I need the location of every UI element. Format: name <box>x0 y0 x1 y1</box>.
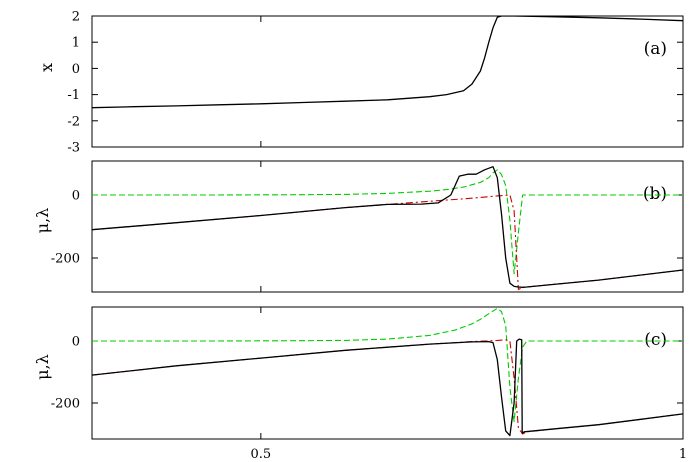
series-line-solid-black <box>92 16 683 109</box>
y-axis-label: μ,λ <box>33 208 52 234</box>
y-tick-label: 0 <box>72 335 80 350</box>
series-line-solid-black <box>92 166 683 288</box>
series-line-dashed-green <box>92 169 683 275</box>
x-tick-label: 0.5 <box>251 447 272 462</box>
y-tick-label: -1 <box>67 88 80 103</box>
y-axis-label: μ,λ <box>33 354 52 380</box>
y-tick-label: 2 <box>72 10 80 25</box>
x-tick-label: 1 <box>679 447 687 462</box>
series-line-solid-black <box>92 338 683 437</box>
series-line-dashdot-red <box>92 339 683 435</box>
panel-c: 0 -200 0.5 1 μ,λ (c) <box>33 306 687 462</box>
y-tick-label: 0 <box>72 189 80 204</box>
y-tick-label: -200 <box>51 397 80 412</box>
panel-tag: (b) <box>643 184 667 204</box>
panel-a: 2 1 0 -1 -2 -3 x (a) <box>37 10 684 156</box>
plot-frame <box>91 160 684 293</box>
panel-tag: (c) <box>644 330 667 350</box>
series-line-dashdot-red <box>92 194 683 291</box>
panel-tag: (a) <box>644 39 667 59</box>
y-tick-label: -3 <box>67 141 80 156</box>
y-tick-label: -2 <box>67 114 80 129</box>
y-tick-label: 0 <box>72 62 80 77</box>
panel-b: 0 -200 μ,λ (b) <box>33 160 684 293</box>
y-tick-label: -200 <box>51 252 80 267</box>
y-tick-label: 1 <box>72 36 80 51</box>
plot-frame <box>91 15 684 148</box>
y-axis-label: x <box>37 63 56 72</box>
plot-frame <box>91 306 684 440</box>
